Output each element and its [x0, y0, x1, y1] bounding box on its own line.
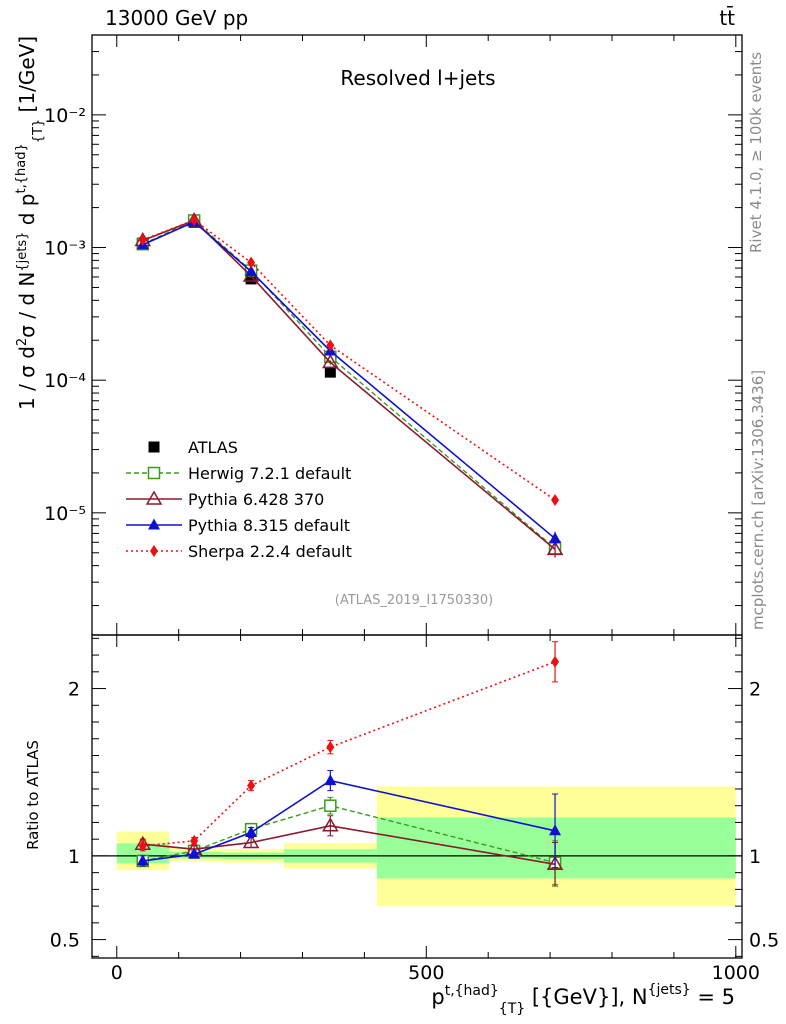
mcplots-label: mcplots.cern.ch [arXiv:1306.3436] — [749, 370, 767, 630]
legend-marker — [148, 518, 160, 530]
ratio-y-axis-label: Ratio to ATLAS — [24, 740, 42, 850]
ratio-frame — [91, 634, 743, 959]
legend-label: Herwig 7.2.1 default — [188, 464, 351, 483]
sherpa-ratio-point — [138, 839, 147, 852]
ratio-y-tick-label: 1 — [68, 846, 80, 868]
pythia8-ratio-point — [245, 825, 258, 837]
atlas-point — [245, 273, 257, 285]
main-y-axis-label: 1 / σ d2σ / d N{jets} d pt,{had}{T} [1/G… — [14, 36, 46, 410]
main-title: Resolved l+jets — [340, 66, 495, 90]
analysis-tag: (ATLAS_2019_I1750330) — [335, 593, 493, 608]
y-tick-label: 10⁻⁵ — [44, 503, 86, 525]
ratio-y-tick-label-right: 1 — [749, 846, 761, 868]
sherpa-ratio-point — [247, 779, 256, 792]
pythia6-point — [322, 353, 339, 369]
process-label: tt̄ — [719, 5, 735, 30]
series-sherpa — [138, 214, 560, 506]
x-tick-label: 0 — [111, 962, 123, 984]
ratio-panel: 0 500 1000 0.5 0.5 1 1 2 2 Ratio to ATLAS pt,{ha… — [24, 634, 779, 1017]
pythia8-ratio-point — [324, 774, 337, 786]
ratio-series-sherpa — [138, 641, 560, 852]
pythia8-point — [549, 532, 562, 544]
ratio-y-tick-label-right: 0.5 — [749, 930, 779, 952]
ratio-y-tick-label-right: 2 — [749, 679, 761, 701]
legend-label: Pythia 8.315 default — [188, 516, 350, 535]
legend: ATLAS Herwig 7.2.1 default Pythia 6.428 37… — [126, 438, 352, 561]
svg-text:1 / σ d2σ / d N{jets} d pt,{ha: 1 / σ d2σ / d N{jets} d pt,{had}{T} [1/G… — [14, 36, 46, 410]
pythia6-ratio-point — [546, 855, 564, 871]
pythia8-point — [245, 264, 258, 276]
sherpa-ratio-point — [551, 655, 560, 668]
x-tick-label: 1000 — [712, 962, 760, 984]
legend-marker — [145, 490, 163, 505]
legend-label: ATLAS — [188, 438, 238, 457]
legend-marker — [147, 466, 161, 480]
legend-label: Sherpa 2.2.4 default — [188, 542, 352, 561]
legend-item-sherpa: Sherpa 2.2.4 default — [126, 542, 352, 561]
y-tick-label: 10⁻⁴ — [44, 370, 86, 392]
ratio-y-tick-label: 0.5 — [50, 930, 80, 952]
pythia6-ratio-point — [242, 834, 260, 849]
sherpa-point — [326, 339, 335, 352]
energy-label: 13000 GeV pp — [105, 6, 248, 30]
herwig-ratio-point — [324, 799, 337, 812]
ratio-series-pythia8 — [136, 770, 562, 869]
pythia8-ratio-point — [549, 824, 562, 836]
atlas-point — [324, 366, 336, 378]
y-tick-label: 10⁻³ — [44, 238, 86, 260]
legend-marker — [150, 545, 158, 557]
sherpa-ratio-point — [190, 834, 199, 847]
rivet-version-label: Rivet 4.1.0, ≥ 100k events — [747, 52, 765, 253]
legend-item-herwig: Herwig 7.2.1 default — [126, 464, 351, 483]
pythia8-ratio-point — [188, 847, 201, 859]
sherpa-line — [142, 219, 556, 501]
sherpa-point — [190, 214, 199, 227]
x-axis-label: pt,{had}{T} [{GeV}], N{jets} = 5 — [431, 982, 735, 1017]
svg-text:pt,{had}{T} [{GeV}], N{jets} =: pt,{had}{T} [{GeV}], N{jets} = 5 — [431, 982, 735, 1017]
y-tick-label: 10⁻² — [44, 105, 86, 127]
sherpa-point — [247, 256, 256, 269]
legend-marker — [148, 441, 160, 453]
pythia8-ratio-point — [136, 854, 149, 866]
legend-label: Pythia 6.428 370 — [188, 490, 324, 509]
pythia6-point — [546, 540, 564, 556]
pythia6-ratio-point — [322, 817, 339, 832]
legend-item-atlas: ATLAS — [148, 438, 238, 457]
legend-item-pythia8: Pythia 8.315 default — [126, 516, 350, 535]
sherpa-point — [551, 493, 560, 506]
sherpa-point — [138, 233, 147, 246]
sherpa-ratio-point — [326, 741, 335, 754]
legend-item-pythia6: Pythia 6.428 370 — [126, 490, 324, 509]
x-tick-label: 500 — [408, 962, 444, 984]
main-panel: 10⁻⁵ 10⁻⁴ 10⁻³ 10⁻² Resolved l+jets (ATLAS_… — [14, 34, 743, 636]
ratio-y-tick-label: 2 — [68, 679, 80, 701]
